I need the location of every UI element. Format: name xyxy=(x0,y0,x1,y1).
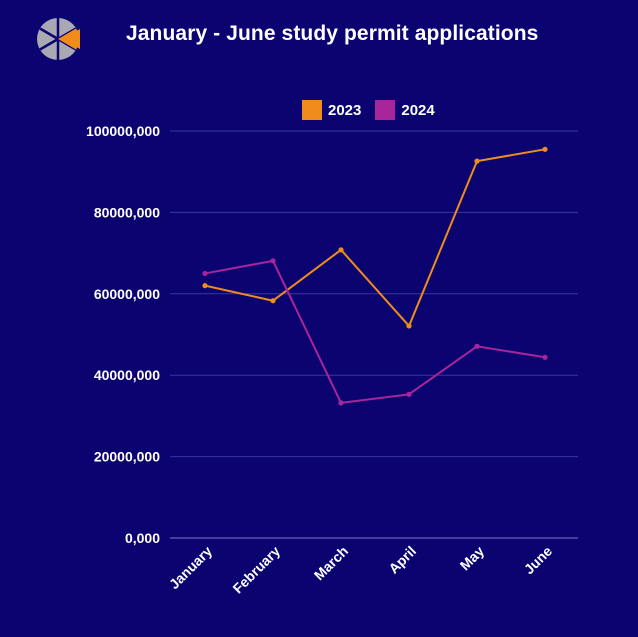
logo-pie-icon xyxy=(37,18,80,60)
y-tick-label: 0,000 xyxy=(125,530,160,546)
data-point-2024 xyxy=(542,354,548,360)
y-tick-label: 20000,000 xyxy=(94,449,160,465)
y-tick-label: 100000,000 xyxy=(86,123,160,139)
legend-swatch-2023 xyxy=(302,100,322,120)
series-line-2023 xyxy=(204,148,546,327)
data-point-2023 xyxy=(406,323,412,329)
chart-title: January - June study permit applications xyxy=(126,22,539,45)
legend-item-2024[interactable]: 2024 xyxy=(375,100,435,120)
y-tick-label: 40000,000 xyxy=(94,367,160,383)
legend-label-2023: 2023 xyxy=(328,101,362,119)
data-point-2024 xyxy=(406,391,412,397)
data-point-2023 xyxy=(542,146,548,152)
legend-item-2023[interactable]: 2023 xyxy=(302,100,361,120)
data-point-2024 xyxy=(338,400,344,406)
y-tick-label: 80000,000 xyxy=(94,204,160,220)
x-tick-label: June xyxy=(521,543,556,578)
x-tick-label: May xyxy=(457,543,488,574)
y-tick-label: 60000,000 xyxy=(94,286,160,302)
data-point-2023 xyxy=(202,283,208,289)
data-point-2023 xyxy=(270,298,276,304)
x-tick-label: January xyxy=(166,543,215,592)
x-tick-label: February xyxy=(229,543,283,597)
data-point-2024 xyxy=(474,343,480,349)
legend-label-2024: 2024 xyxy=(401,101,435,119)
x-tick-label: April xyxy=(385,543,419,577)
data-point-2024 xyxy=(202,270,208,277)
series-line-2024 xyxy=(204,259,546,404)
data-point-2023 xyxy=(474,158,480,164)
chart-legend: 2023 2024 xyxy=(302,100,435,120)
data-point-2024 xyxy=(270,258,276,264)
data-point-2023 xyxy=(338,247,344,253)
x-tick-label: March xyxy=(311,543,351,583)
legend-swatch-2024 xyxy=(375,100,396,120)
